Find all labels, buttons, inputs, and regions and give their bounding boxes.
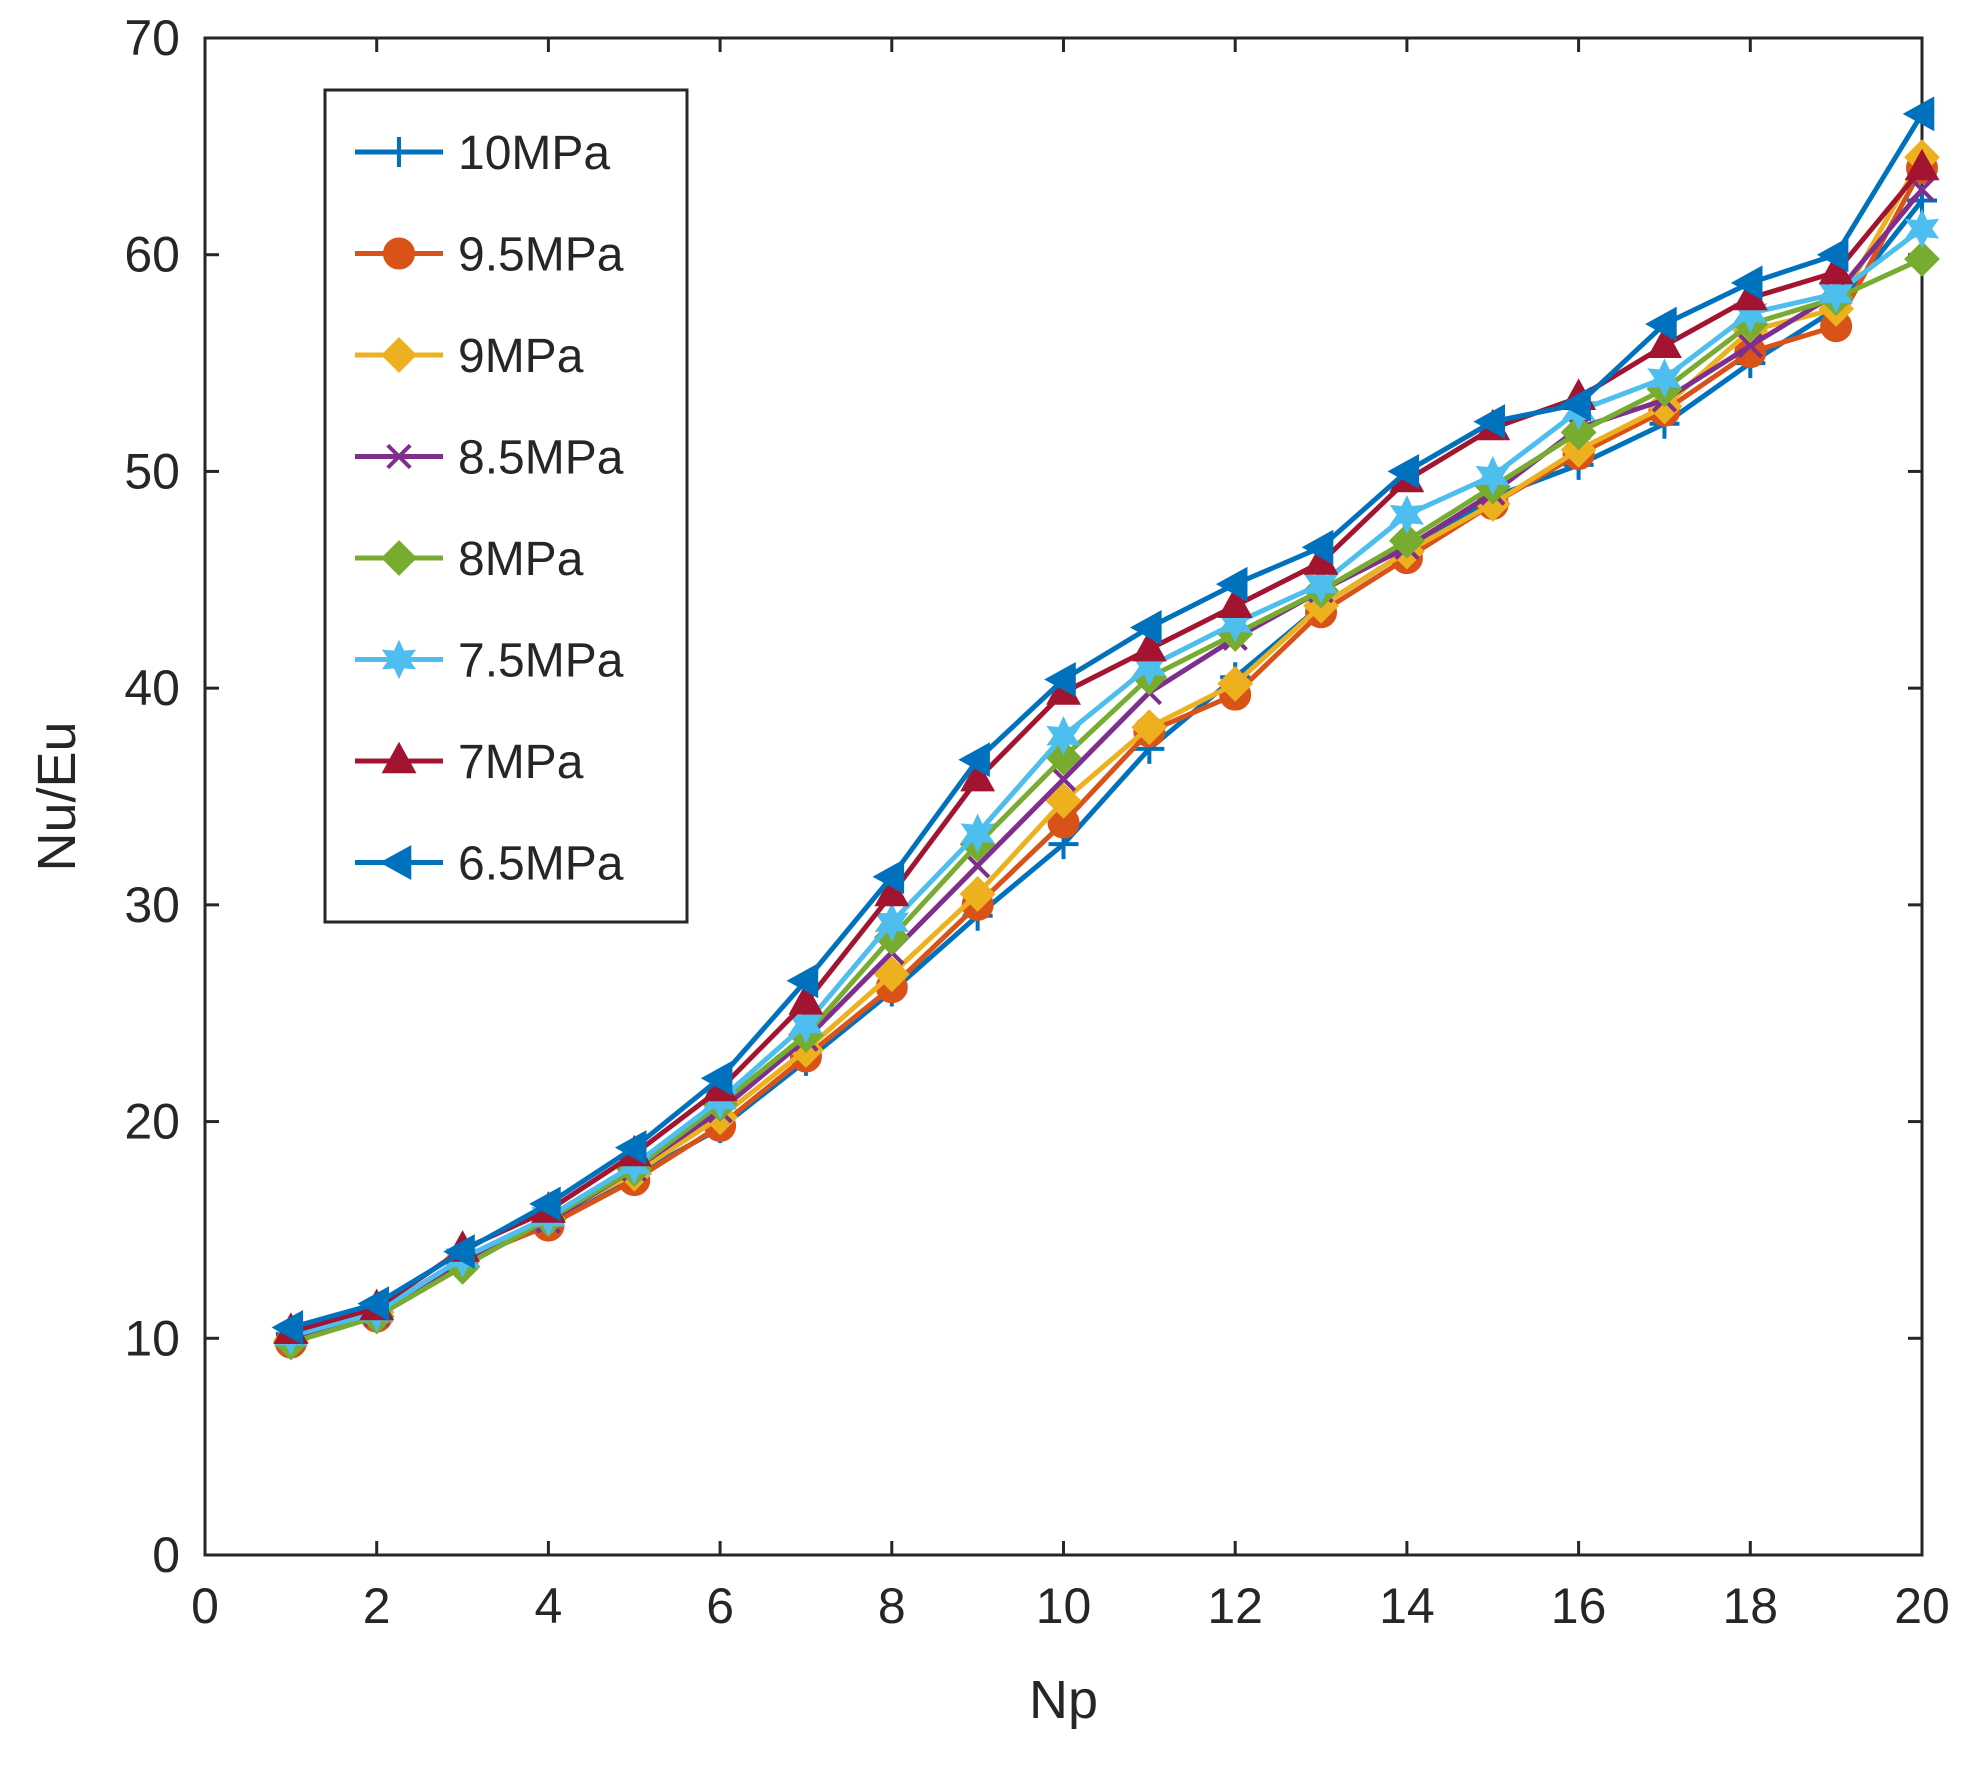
data-point-left-triangle-marker	[1645, 306, 1677, 342]
legend-entry: 7.5MPa	[355, 635, 624, 688]
data-point-x-marker	[1737, 333, 1763, 359]
data-point-triangle-marker	[788, 983, 824, 1015]
data-point-diamond-marker	[381, 540, 417, 576]
data-point-x-marker	[1050, 766, 1077, 792]
series-6.5MPa	[271, 96, 1935, 1345]
data-point-x-marker	[1909, 177, 1935, 203]
data-point-circle-marker	[383, 237, 415, 270]
y-tick-label: 0	[152, 1527, 180, 1583]
legend-entry: 8.5MPa	[355, 432, 624, 485]
x-tick-label: 14	[1379, 1578, 1435, 1634]
series-group	[271, 96, 1940, 1361]
data-point-left-triangle-marker	[1130, 610, 1162, 645]
x-tick-label: 16	[1551, 1578, 1607, 1634]
data-point-diamond-marker	[1131, 709, 1168, 746]
data-point-diamond-marker	[1217, 665, 1254, 702]
data-point-left-triangle-marker	[1473, 404, 1505, 439]
legend-entry: 9MPa	[355, 330, 584, 383]
legend-entry: 10MPa	[355, 127, 610, 180]
data-point-triangle-marker	[1647, 326, 1682, 358]
x-axis-label: Np	[1029, 1670, 1098, 1730]
legend-label: 8.5MPa	[458, 432, 624, 485]
y-tick-label: 20	[124, 1094, 180, 1150]
data-point-left-triangle-marker	[1902, 96, 1935, 132]
y-tick-label: 70	[124, 10, 180, 66]
data-point-star-marker	[1475, 456, 1510, 496]
data-point-triangle-marker	[381, 741, 417, 774]
y-tick-label: 10	[124, 1310, 180, 1366]
legend-entry: 9.5MPa	[355, 229, 624, 282]
data-point-left-triangle-marker	[271, 1310, 304, 1345]
legend-label: 10MPa	[458, 127, 610, 180]
series-line	[290, 112, 1925, 1330]
data-point-star-marker	[1647, 358, 1682, 398]
y-tick-label: 50	[124, 443, 180, 499]
data-point-star-marker	[1904, 208, 1940, 249]
data-point-left-triangle-marker	[529, 1186, 561, 1222]
y-tick-label: 60	[124, 227, 180, 283]
data-point-star-marker	[1819, 273, 1854, 314]
data-point-left-triangle-marker	[958, 742, 990, 778]
data-point-plus-marker	[384, 137, 414, 167]
data-point-left-triangle-marker	[1301, 529, 1334, 565]
data-point-left-triangle-marker	[1215, 566, 1248, 602]
data-point-triangle-marker	[1904, 148, 1940, 181]
x-tick-label: 2	[363, 1578, 391, 1634]
legend-label: 9MPa	[458, 330, 584, 383]
legend-entry: 7MPa	[355, 736, 584, 789]
data-point-left-triangle-marker	[1387, 454, 1420, 489]
x-tick-label: 12	[1207, 1578, 1263, 1634]
data-point-left-triangle-marker	[357, 1286, 389, 1322]
x-tick-label: 0	[191, 1578, 219, 1634]
x-tick-label: 8	[878, 1578, 906, 1634]
data-point-star-marker	[381, 639, 417, 680]
data-point-star-marker	[1303, 564, 1339, 604]
legend-box	[323, 88, 689, 924]
y-tick-label: 30	[124, 877, 180, 933]
data-point-star-marker	[1046, 716, 1081, 756]
data-point-diamond-marker	[1904, 241, 1940, 277]
data-point-left-triangle-marker	[1816, 237, 1849, 273]
data-point-left-triangle-marker	[700, 1060, 733, 1096]
y-tick-label: 40	[124, 660, 180, 716]
legend-label: 7MPa	[458, 736, 584, 789]
data-point-left-triangle-marker	[786, 963, 819, 999]
legend: 10MPa 9.5MPa 9MPa 8.5MPa 8MPa 7.5MPa 7MPa 6.5MP…	[323, 88, 689, 924]
axes: 0 2 4 6 8 10 12 14 16 18 20 0 10 20 30 40 50 60 70	[124, 10, 1949, 1634]
data-point-left-triangle-marker	[443, 1234, 475, 1269]
legend-label: 9.5MPa	[458, 229, 624, 282]
data-point-star-marker	[1389, 495, 1425, 535]
data-point-star-marker	[960, 813, 995, 854]
data-point-diamond-marker	[959, 876, 996, 912]
data-point-x-marker	[964, 853, 991, 879]
data-point-left-triangle-marker	[1730, 265, 1763, 301]
x-tick-label: 4	[534, 1578, 562, 1634]
data-point-triangle-marker	[1217, 586, 1253, 618]
data-point-left-triangle-marker	[614, 1130, 647, 1165]
data-point-diamond-marker	[1388, 522, 1425, 559]
legend-label: 7.5MPa	[458, 635, 624, 688]
x-tick-label: 10	[1036, 1578, 1092, 1634]
data-point-diamond-marker	[873, 956, 910, 993]
data-point-left-triangle-marker	[379, 845, 412, 880]
data-point-left-triangle-marker	[1559, 386, 1591, 422]
data-point-triangle-marker	[960, 759, 996, 792]
x-tick-label: 20	[1894, 1578, 1950, 1634]
data-point-left-triangle-marker	[872, 859, 905, 895]
legend-label: 6.5MPa	[458, 838, 624, 891]
x-tick-label: 6	[706, 1578, 734, 1634]
data-point-triangle-marker	[1131, 629, 1167, 662]
y-axis-label: Nu/Eu	[27, 721, 87, 871]
legend-label: 8MPa	[458, 533, 584, 586]
legend-entry: 8MPa	[355, 533, 584, 586]
data-point-diamond-marker	[381, 337, 417, 373]
data-point-x-marker	[386, 443, 412, 470]
data-point-left-triangle-marker	[1044, 662, 1076, 697]
legend-entry: 6.5MPa	[355, 838, 624, 891]
x-tick-label: 18	[1722, 1578, 1778, 1634]
data-point-diamond-marker	[1045, 782, 1082, 819]
data-point-diamond-marker	[1560, 414, 1597, 451]
